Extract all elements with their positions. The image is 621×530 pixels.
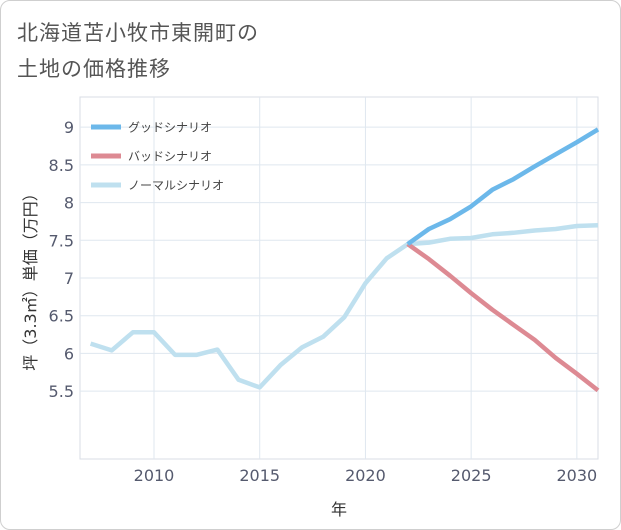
y-axis-label: 坪（3.3㎡）単価（万円）: [21, 185, 40, 370]
y-tick-label: 6.5: [49, 307, 74, 326]
y-tick-label: 7.5: [49, 231, 74, 250]
x-tick-labels: 2010 2015 2020 2025 2030: [134, 466, 598, 485]
x-tick-label: 2010: [134, 466, 175, 485]
y-tick-label: 7: [64, 269, 74, 288]
x-tick-label: 2025: [451, 466, 492, 485]
legend-label: ノーマルシナリオ: [128, 179, 224, 193]
x-axis-label: 年: [331, 500, 347, 519]
series-line-3: [89, 222, 599, 390]
grid-lines: [79, 96, 599, 460]
chart-title: 北海道苫小牧市東開町の 土地の価格推移: [17, 21, 259, 81]
x-tick-label: 2020: [345, 466, 386, 485]
legend-label: バッドシナリオ: [128, 150, 212, 164]
legend-label: グッドシナリオ: [128, 121, 212, 135]
y-tick-label: 9: [64, 118, 74, 137]
series-lines: [89, 127, 600, 393]
y-tick-label: 5.5: [49, 382, 74, 401]
x-tick-label: 2015: [239, 466, 280, 485]
y-tick-label: 6: [64, 344, 74, 363]
x-tick-label: 2030: [556, 466, 597, 485]
series-line-2: [406, 242, 600, 393]
y-tick-label: 8: [64, 194, 74, 213]
y-tick-label: 8.5: [49, 156, 74, 175]
y-tick-labels: 5.5 6 6.5 7 7.5 8 8.5 9: [49, 118, 74, 401]
series-line-1: [406, 127, 600, 246]
